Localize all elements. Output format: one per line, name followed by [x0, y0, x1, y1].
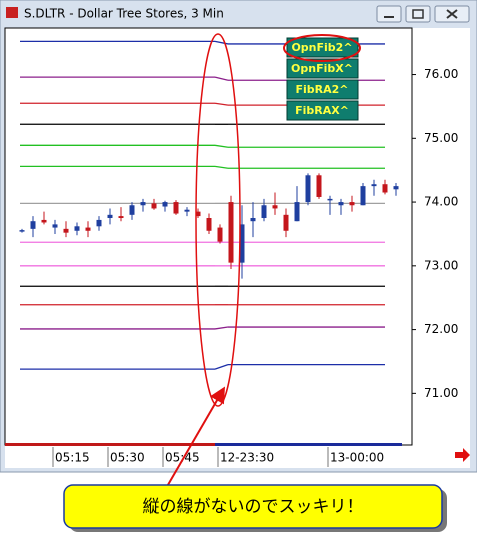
- candle-body: [19, 230, 25, 232]
- window-title: S.DLTR - Dollar Tree Stores, 3 Min: [24, 7, 224, 21]
- candle-body: [107, 214, 113, 219]
- candle-body: [217, 227, 223, 242]
- candle-body: [371, 184, 377, 187]
- candle-body: [305, 175, 311, 203]
- fib-button-label: FibRA2^: [295, 83, 348, 96]
- scroll-arrow[interactable]: [455, 448, 470, 462]
- session-strip: [215, 443, 402, 446]
- maximize-button[interactable]: [405, 5, 431, 23]
- y-tick-label: 75.00: [424, 131, 458, 145]
- x-tick-label: 05:30: [110, 451, 145, 465]
- y-tick-label: 76.00: [424, 67, 458, 81]
- candle-body: [294, 202, 300, 222]
- candle-body: [140, 202, 146, 206]
- fib-button-label: OpnFib2^: [291, 41, 352, 54]
- fib-button[interactable]: [286, 58, 359, 79]
- candle-body: [184, 209, 190, 212]
- candle-body: [173, 202, 179, 214]
- candle-body: [41, 219, 47, 223]
- y-tick-label: 73.00: [424, 258, 458, 272]
- candle-body: [250, 218, 256, 222]
- level-step: [214, 364, 229, 370]
- y-tick-label: 72.00: [424, 322, 458, 336]
- x-tick-label: 05:45: [165, 451, 200, 465]
- callout-box: [63, 484, 443, 529]
- candle-body: [206, 218, 212, 231]
- level-step: [214, 144, 229, 148]
- level-step: [214, 165, 229, 169]
- candle-body: [272, 205, 278, 209]
- candle-body: [327, 198, 333, 201]
- x-tick-label: 13-00:00: [330, 451, 384, 465]
- candle-body: [393, 186, 399, 190]
- candle-body: [118, 216, 124, 219]
- level-step: [214, 102, 229, 106]
- level-step: [214, 40, 229, 45]
- callout-text: 縦の線がないのでスッキリ！: [143, 497, 364, 517]
- candle-body: [261, 205, 267, 219]
- candle-body: [162, 202, 168, 207]
- candle-body: [30, 221, 36, 229]
- window-icon: [6, 7, 18, 18]
- session-strip: [5, 443, 215, 446]
- maximize-icon: [412, 9, 424, 19]
- y-tick-label: 71.00: [424, 386, 458, 400]
- fib-button-label: OpnFibX^: [291, 62, 353, 75]
- x-tick-label: 12-23:30: [220, 451, 274, 465]
- x-tick-label: 05:15: [55, 451, 90, 465]
- candle-body: [85, 227, 91, 231]
- y-tick-label: 74.00: [424, 195, 458, 209]
- candle-body: [382, 184, 388, 193]
- fib-button-label: FibRAX^: [295, 104, 349, 117]
- candle-body: [74, 226, 80, 231]
- candle-body: [316, 175, 322, 197]
- fib-button[interactable]: [286, 100, 359, 121]
- highlight-ellipse: [195, 33, 241, 407]
- level-step: [214, 76, 229, 81]
- fib-button[interactable]: [286, 79, 359, 100]
- candle-body: [338, 202, 344, 206]
- fib-button[interactable]: [286, 37, 359, 58]
- candle-body: [96, 219, 102, 227]
- minimize-button[interactable]: [376, 5, 402, 23]
- candle-body: [52, 224, 58, 228]
- candle-body: [151, 203, 157, 209]
- candle-body: [195, 211, 201, 217]
- close-icon: [446, 9, 458, 19]
- candle-body: [283, 214, 289, 231]
- callout-arrow: [164, 386, 226, 491]
- candle-body: [228, 202, 234, 263]
- candle-body: [63, 228, 69, 233]
- level-step: [214, 326, 229, 330]
- highlight-ellipse: [283, 34, 361, 62]
- candle-body: [349, 202, 355, 206]
- candle-body: [129, 205, 135, 215]
- candle-body: [360, 186, 366, 206]
- candle-body: [239, 224, 245, 263]
